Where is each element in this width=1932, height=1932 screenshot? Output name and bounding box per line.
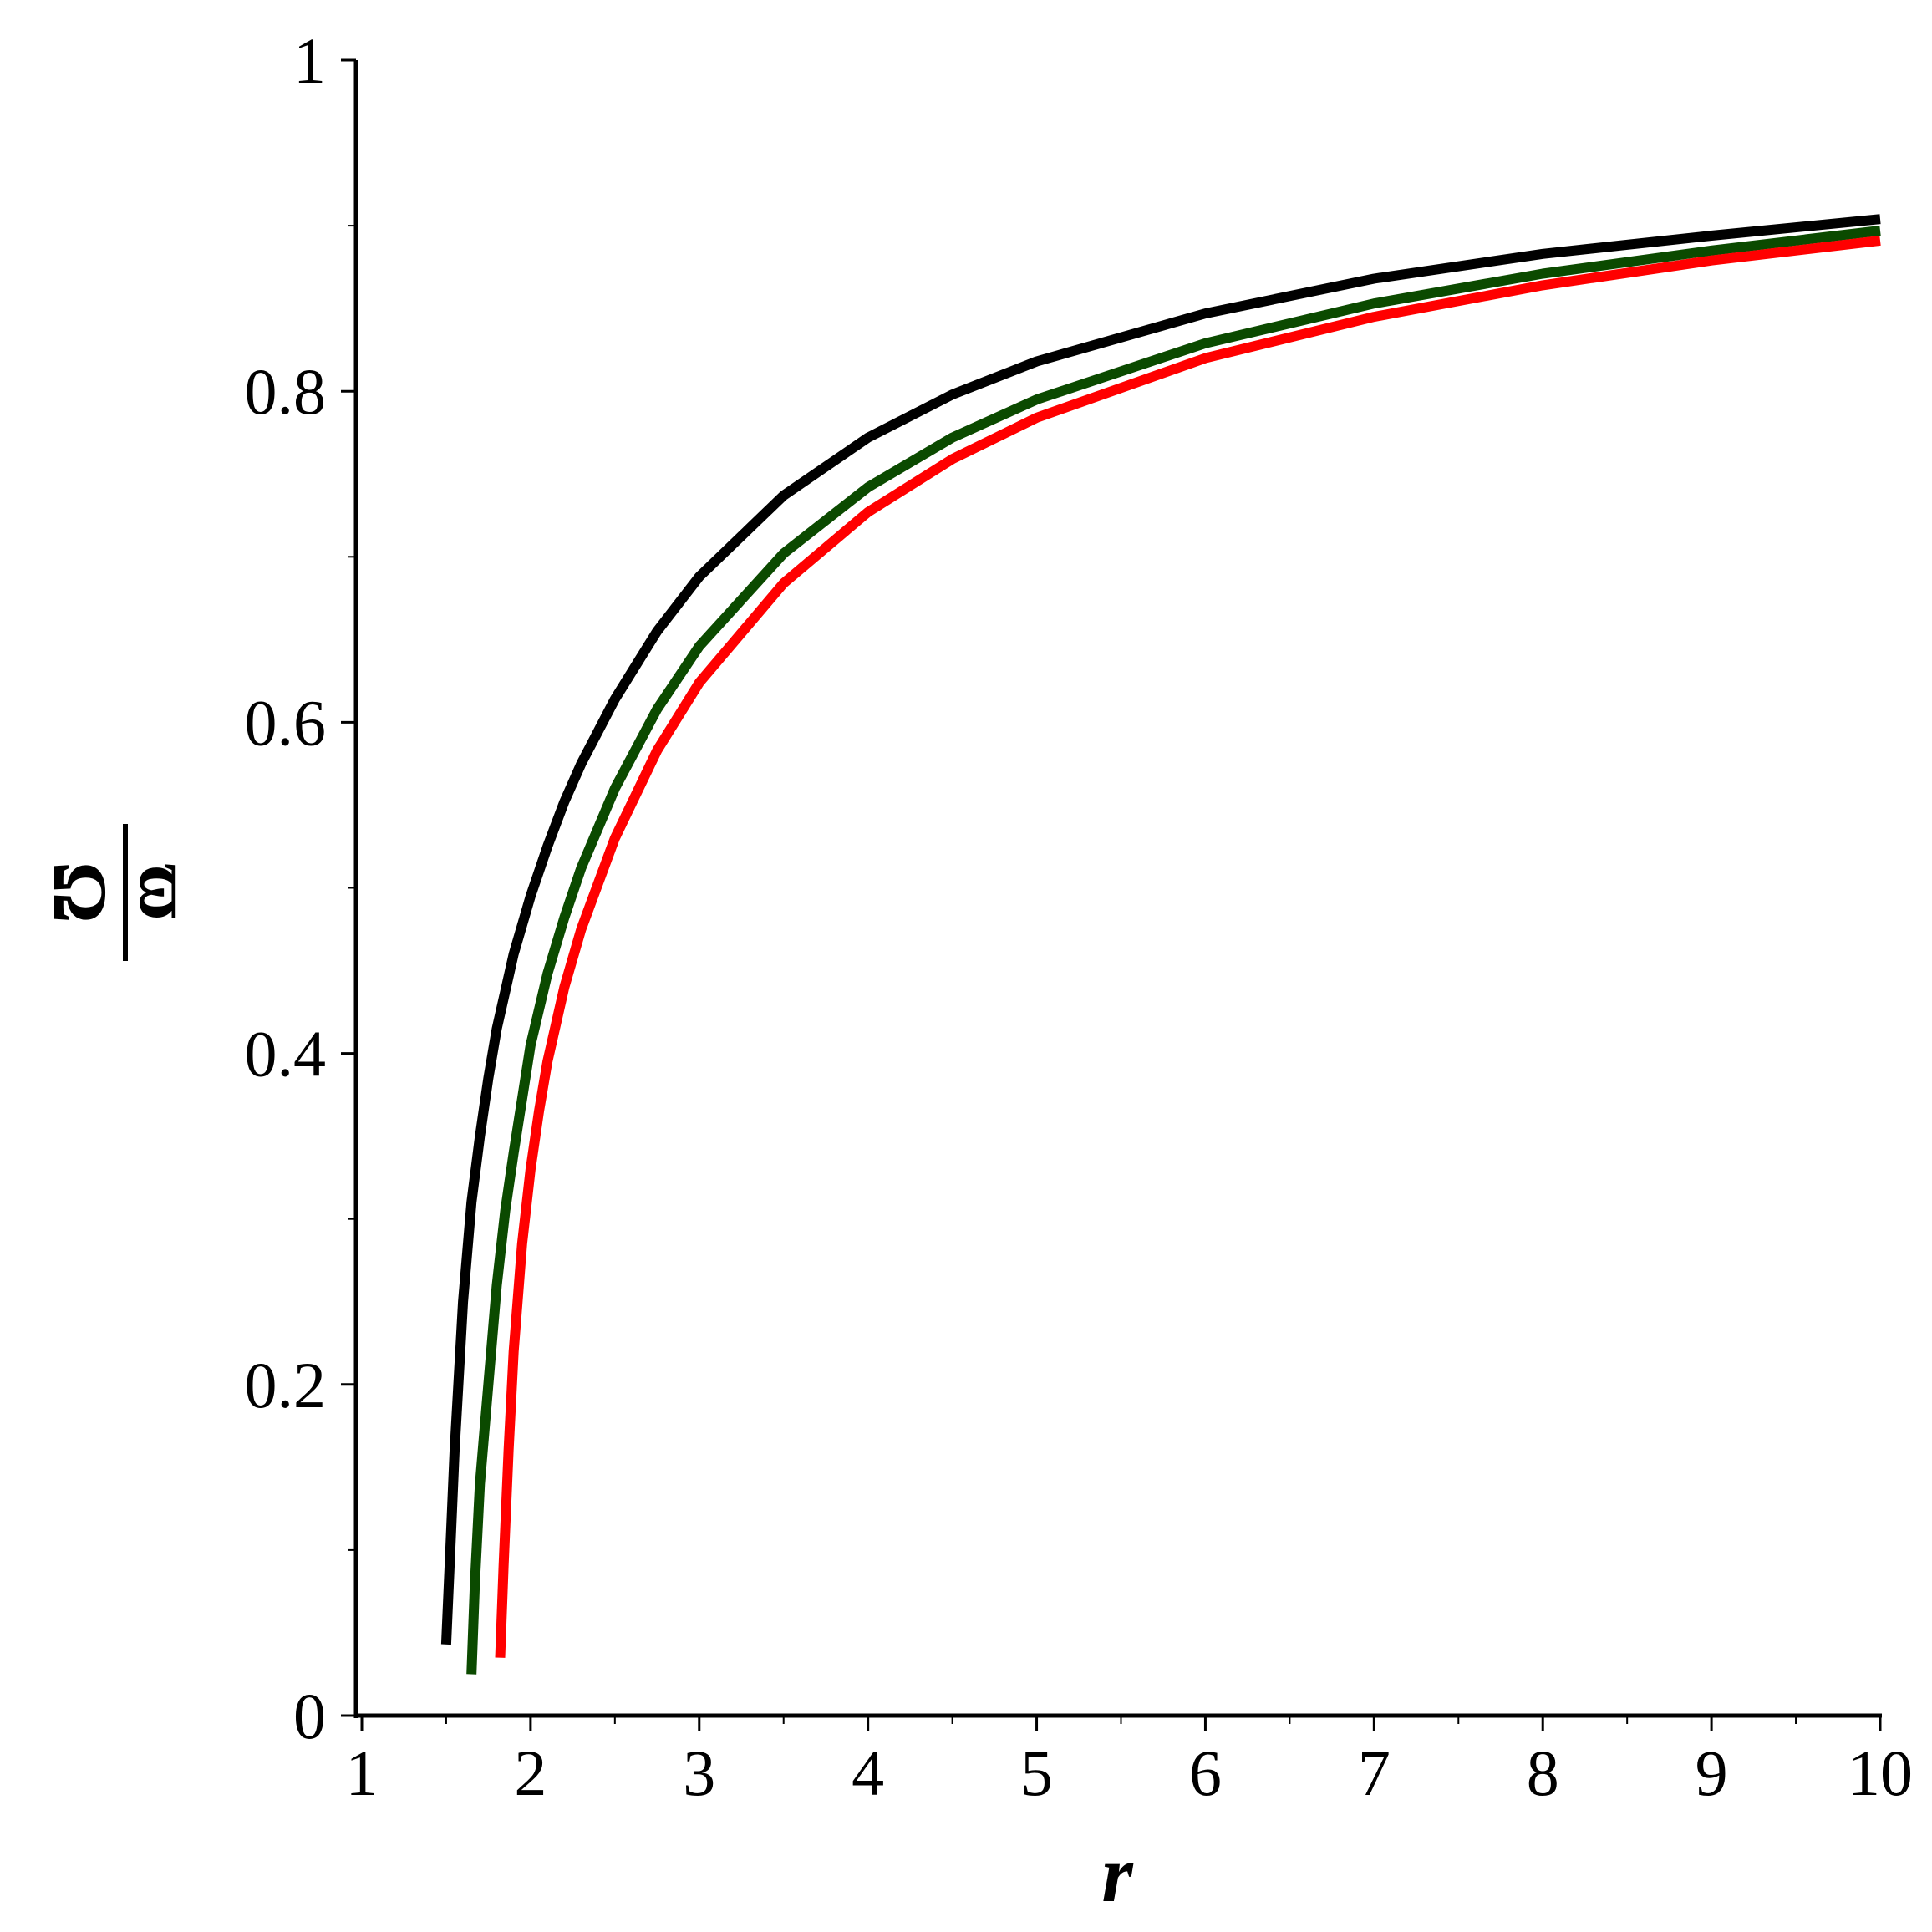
x-tick-label: 4 <box>852 1736 884 1809</box>
x-tick-label: 7 <box>1358 1736 1391 1809</box>
ticks: 1 2 3 4 5 6 7 8 9 10 0 0.2 0.4 0.6 0.8 1 <box>245 24 1914 1809</box>
x-tick-label: 8 <box>1527 1736 1559 1809</box>
x-tick-label: 3 <box>683 1736 715 1809</box>
series-line-2 <box>466 226 1881 1675</box>
x-tick-label: 10 <box>1848 1736 1913 1809</box>
y-tick-label: 0.2 <box>245 1349 327 1421</box>
x-axis-label: r <box>1101 1829 1134 1919</box>
y-tick-label: 1 <box>293 24 326 97</box>
y-axis-label-numerator: ϖ <box>124 864 209 920</box>
y-tick-label: 0.6 <box>245 686 327 759</box>
series-line-1 <box>440 214 1881 1645</box>
x-tick-label: 9 <box>1696 1736 1728 1809</box>
x-tick-label: 2 <box>514 1736 547 1809</box>
series-line-3 <box>495 235 1881 1658</box>
y-axis-label-denominator: Ω <box>38 862 123 923</box>
y-tick-label: 0 <box>293 1680 326 1752</box>
series-layer <box>440 214 1881 1675</box>
axes <box>353 60 1882 1718</box>
x-tick-label: 6 <box>1189 1736 1222 1809</box>
x-tick-label: 1 <box>346 1736 379 1809</box>
y-axis-label: ϖ Ω <box>38 824 209 961</box>
x-tick-label: 5 <box>1020 1736 1053 1809</box>
y-tick-label: 0.8 <box>245 355 327 428</box>
y-tick-label: 0.4 <box>245 1018 327 1091</box>
